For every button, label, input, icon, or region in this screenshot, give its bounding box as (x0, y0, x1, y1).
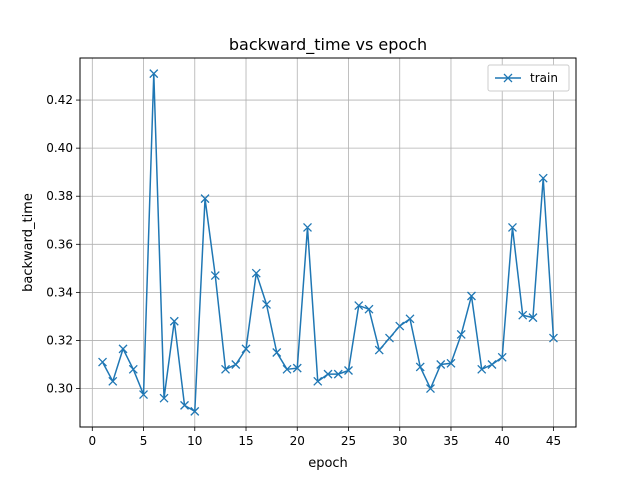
y-tick-label: 0.40 (46, 141, 73, 155)
y-tick-label: 0.34 (46, 285, 73, 299)
y-axis-label: backward_time (21, 193, 36, 292)
data-point (200, 194, 210, 204)
data-point (180, 400, 189, 410)
data-point (364, 304, 374, 314)
data-point (272, 348, 282, 357)
data-point (477, 364, 487, 374)
series-layer (98, 69, 558, 416)
legend: train (487, 64, 570, 92)
data-point (251, 268, 261, 278)
axis-ticks: 0 5 10 15 20 25 30 35 40 45 0.30 0.32 0.34 0.36 0.38 0.… (46, 93, 561, 448)
data-point (169, 316, 179, 326)
data-point (118, 344, 128, 354)
data-point (385, 333, 394, 343)
data-point (395, 321, 405, 331)
data-point (292, 363, 302, 373)
data-point (538, 173, 548, 183)
x-tick-label: 30 (392, 434, 407, 448)
legend-label-train: train (530, 71, 558, 85)
data-point (446, 358, 456, 368)
data-point (159, 393, 169, 403)
y-tick-label: 0.42 (46, 93, 73, 107)
x-tick-label: 25 (341, 434, 356, 448)
y-tick-label: 0.32 (46, 333, 73, 347)
data-point (323, 369, 333, 379)
data-point (221, 364, 230, 374)
data-point (548, 333, 558, 343)
data-point (139, 390, 148, 400)
data-point (467, 291, 476, 301)
data-point (303, 223, 312, 232)
x-tick-label: 10 (187, 434, 202, 448)
data-point (405, 314, 415, 324)
data-point (497, 352, 507, 362)
legend-box (487, 64, 570, 92)
chart-title: backward_time vs epoch (229, 35, 427, 55)
x-tick-label: 5 (140, 434, 148, 448)
data-point (210, 271, 220, 281)
data-point (344, 366, 353, 375)
legend-x-marker-icon (503, 73, 513, 83)
x-tick-label: 15 (238, 434, 253, 448)
data-point (231, 360, 241, 369)
data-point (108, 376, 118, 386)
data-point (333, 369, 343, 379)
x-tick-label: 0 (88, 434, 96, 448)
data-point (149, 69, 159, 79)
x-tick-label: 40 (495, 434, 510, 448)
y-tick-label: 0.30 (46, 382, 73, 396)
plot-frame (79, 57, 577, 428)
data-point (128, 364, 138, 374)
x-tick-label: 35 (443, 434, 458, 448)
data-point (190, 406, 200, 416)
data-point (426, 384, 435, 393)
data-point (98, 357, 108, 367)
data-point (374, 345, 384, 355)
legend-marker-path (503, 73, 513, 83)
y-tick-label: 0.36 (46, 237, 73, 251)
y-tick-label: 0.38 (46, 189, 73, 203)
data-point (487, 360, 497, 369)
data-point (282, 364, 292, 374)
data-point (354, 301, 364, 311)
x-axis-label: epoch (308, 456, 348, 471)
data-point (241, 344, 251, 354)
data-point (262, 299, 271, 309)
data-point (528, 313, 538, 323)
data-point (456, 329, 466, 339)
data-point (508, 223, 517, 232)
data-point (313, 376, 323, 386)
data-point (436, 360, 446, 369)
data-point (518, 310, 528, 320)
x-tick-label: 20 (290, 434, 305, 448)
x-tick-label: 45 (546, 434, 561, 448)
series-line-train (101, 72, 555, 413)
data-point (415, 362, 425, 372)
